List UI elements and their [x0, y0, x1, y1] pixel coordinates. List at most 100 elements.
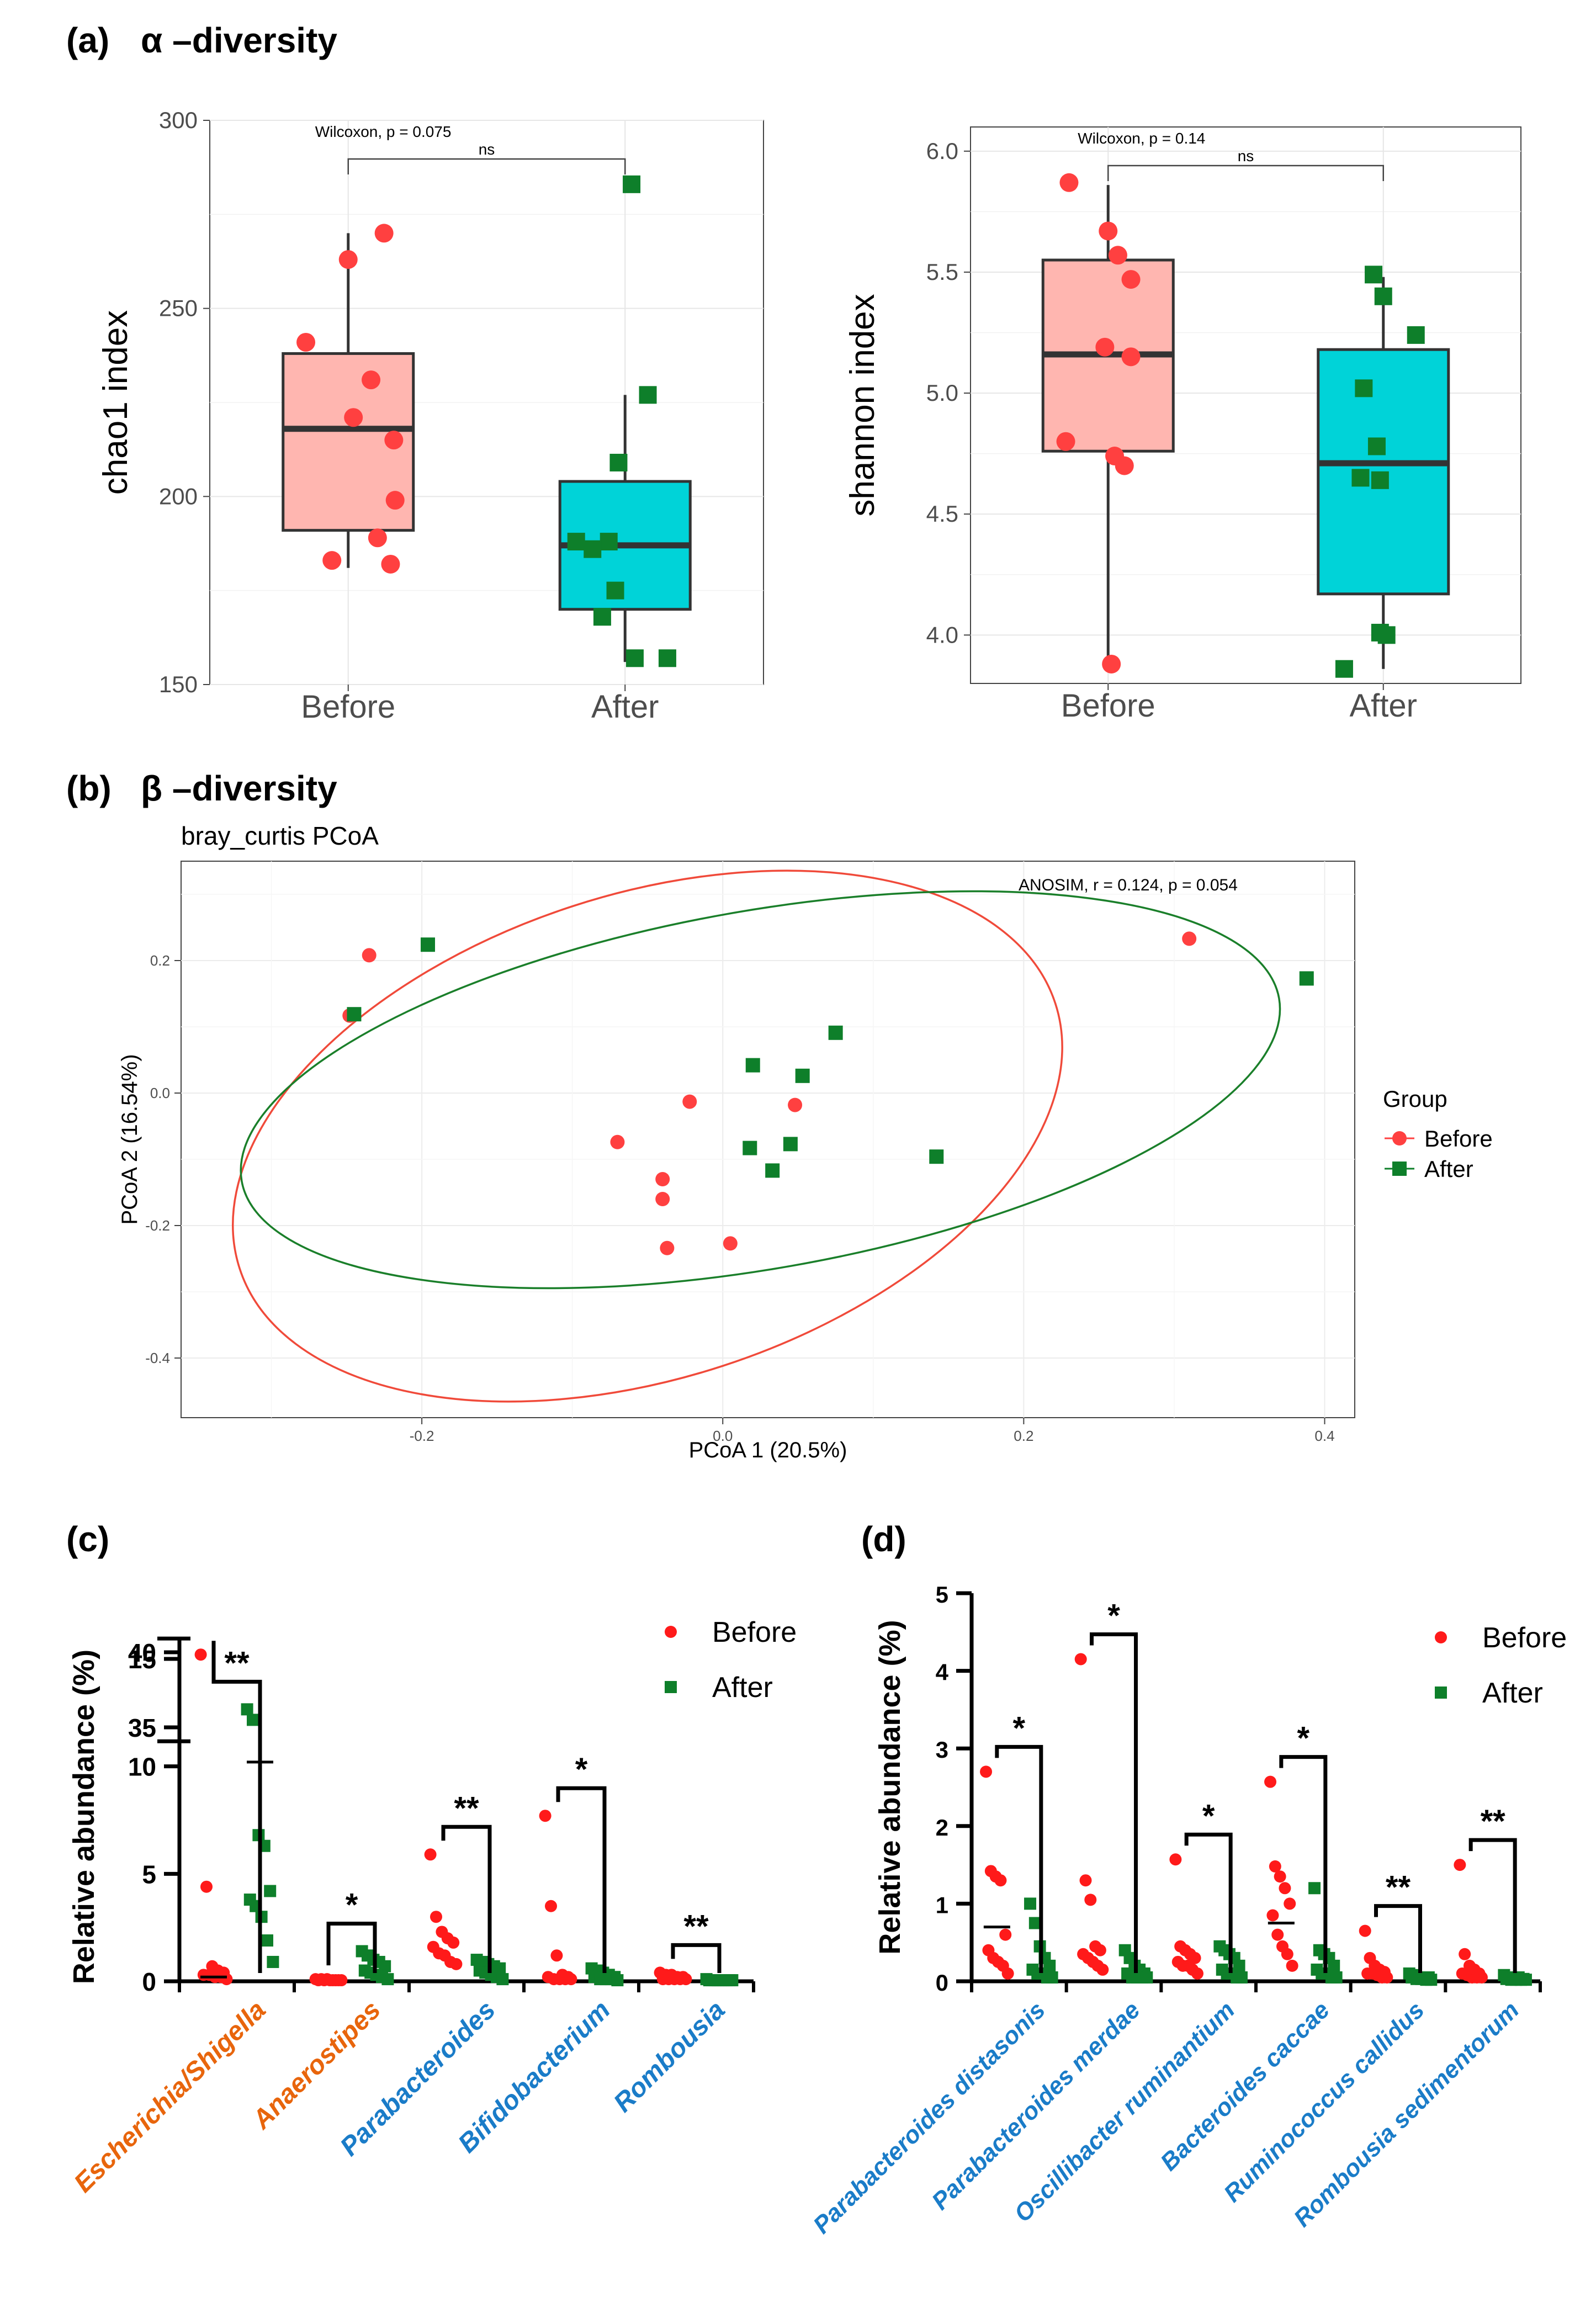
point-after: [264, 1885, 277, 1897]
point-after: [1141, 1971, 1153, 1984]
y-tick-label: 0: [936, 1970, 948, 1996]
point-before: [1095, 337, 1115, 357]
point-before: [539, 1810, 552, 1822]
y-tick-label: 300: [159, 107, 198, 133]
x-tick-label: Before: [301, 689, 395, 725]
point-before: [344, 408, 363, 427]
sig-stars: *: [1013, 1710, 1026, 1746]
y-tick-label: 15: [128, 1645, 156, 1674]
point-before: [660, 1240, 675, 1255]
point-after: [1351, 469, 1370, 487]
sig-stars: **: [1386, 1870, 1411, 1906]
point-after: [929, 1149, 944, 1164]
sig-bracket: [1279, 1755, 1328, 1973]
point-before: [655, 1172, 670, 1186]
point-after: [625, 649, 644, 667]
point-before: [322, 551, 342, 570]
y-tick-label: 40: [128, 1638, 156, 1667]
panel-b-title: β –diversity: [141, 768, 337, 808]
legend-label-before: Before: [712, 1616, 797, 1648]
point-after: [623, 175, 641, 193]
point-after: [261, 1934, 273, 1947]
point-after: [1028, 1917, 1041, 1929]
x-tick-label: Before: [1061, 688, 1155, 724]
sig-stars: *: [1107, 1598, 1120, 1634]
point-before: [1056, 432, 1075, 451]
panel-a-title: α –diversity: [141, 20, 337, 60]
category-label: Escherichia/Shigella: [68, 1995, 272, 2198]
y-tick-label: 3: [936, 1737, 948, 1763]
y-axis-title: Relative abundance (%): [67, 1650, 100, 1984]
panel-c-letter: (c): [66, 1519, 109, 1559]
point-after: [347, 1007, 362, 1022]
point-before: [424, 1848, 437, 1861]
point-after: [1235, 1971, 1248, 1984]
sig-bracket: [671, 1943, 722, 1973]
point-before: [1264, 1775, 1277, 1788]
point-before: [1074, 1653, 1087, 1666]
x-tick-label: After: [1350, 688, 1418, 724]
point-after: [247, 1714, 259, 1726]
point-before: [1284, 1897, 1296, 1910]
y-tick-label: 0.0: [150, 1085, 170, 1101]
point-before: [335, 1974, 348, 1987]
point-before: [565, 1973, 577, 1986]
point-after: [1425, 1974, 1438, 1986]
point-before: [296, 332, 316, 352]
point-before: [368, 528, 387, 548]
sig-stars: *: [575, 1752, 588, 1788]
point-before: [1121, 347, 1141, 367]
point-after: [1377, 626, 1396, 644]
point-before: [1459, 1948, 1471, 1960]
point-before: [545, 1900, 557, 1912]
panel-b-letter: (b): [66, 768, 112, 808]
anosim-annotation: ANOSIM, r = 0.124, p = 0.054: [1019, 876, 1238, 894]
sig-bracket: [211, 1641, 262, 1973]
point-after: [783, 1137, 798, 1152]
chao1-boxplot: 150 200 250 300 Before After ns Wilcoxon, p = 0…: [97, 107, 764, 725]
point-after: [795, 1068, 810, 1083]
y-tick-label: 5: [142, 1860, 156, 1889]
point-before: [362, 948, 377, 963]
x-tick-label: -0.2: [410, 1428, 434, 1444]
y-tick-label: 4: [936, 1659, 949, 1685]
point-after: [1365, 266, 1383, 284]
y-axis-title: PCoA 2 (16.54%): [118, 1054, 142, 1224]
point-after: [496, 1973, 509, 1986]
sig-bracket: [1184, 1832, 1233, 1973]
point-before: [682, 1094, 697, 1109]
legend-title: Group: [1383, 1086, 1447, 1112]
sig-bracket: [347, 158, 626, 174]
point-after: [611, 1974, 624, 1987]
point-before: [1102, 654, 1121, 673]
sig-label: ns: [479, 141, 495, 158]
point-after: [567, 533, 585, 551]
point-after: [726, 1974, 739, 1987]
point-after: [1024, 1897, 1037, 1910]
point-after: [1308, 1882, 1321, 1895]
point-before: [1094, 1944, 1106, 1956]
point-before: [1115, 456, 1134, 475]
point-before: [1271, 1928, 1284, 1941]
y-tick-label: 200: [159, 483, 198, 509]
point-before: [1359, 1924, 1371, 1937]
point-before: [1169, 1853, 1182, 1866]
x-tick-label: 0.0: [713, 1428, 733, 1444]
sig-bracket: [1374, 1904, 1422, 1973]
y-tick-label: 5.0: [926, 380, 958, 406]
point-before: [1281, 1948, 1293, 1960]
point-before: [381, 554, 400, 574]
x-tick-label: 0.4: [1314, 1428, 1334, 1444]
point-before: [1059, 173, 1079, 192]
point-before: [338, 250, 358, 269]
y-tick-label: 4.0: [926, 622, 958, 648]
sig-label: ns: [1238, 147, 1254, 165]
sig-bracket: [556, 1786, 607, 1973]
x-axis-title: PCoA 1 (20.5%): [689, 1438, 847, 1462]
legend-key-before: [1435, 1631, 1447, 1643]
sig-stars: **: [1481, 1804, 1506, 1839]
point-after: [639, 386, 657, 404]
legend-key-before: [1392, 1131, 1407, 1145]
